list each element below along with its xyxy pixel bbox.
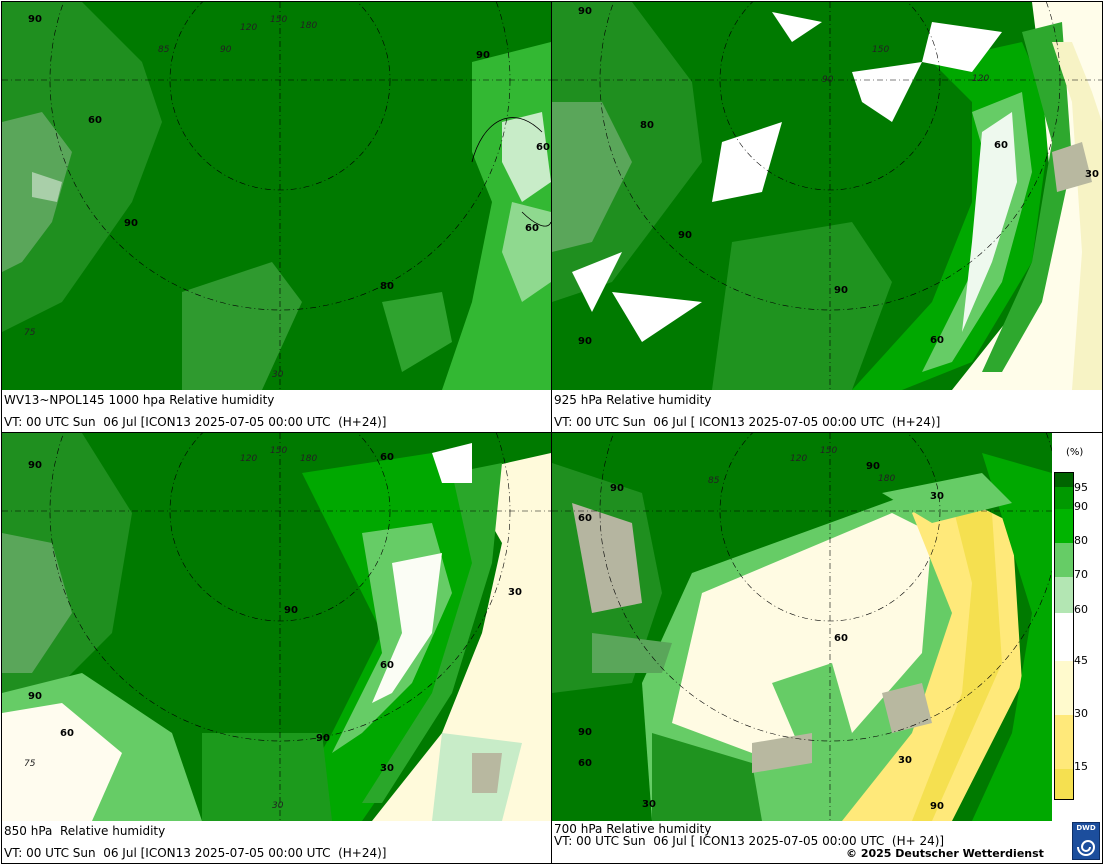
contour-label: 90 [866,461,880,472]
legend-swatch [1055,769,1073,799]
contour-label: 60 [930,335,944,346]
contour-label: 90 [284,605,298,616]
contour-label: 60 [536,142,550,153]
grid-label: 120 [240,23,257,33]
contour-label: 60 [994,140,1008,151]
grid-label: 120 [790,454,807,464]
legend-unit: (%) [1066,447,1084,458]
legend-tick: 70 [1074,568,1088,581]
grid-label: 120 [240,454,257,464]
contour-label: 90 [610,483,624,494]
legend-swatch [1055,543,1073,577]
grid-label: 90 [822,75,834,85]
panel-valid-time: VT: 00 UTC Sun 06 Jul [ ICON13 2025-07-0… [554,415,941,429]
map-850hpa [2,433,551,821]
panel-850hpa: 90 60 90 60 30 90 60 90 30 120 150 180 3… [1,432,552,864]
contour-label: 60 [578,513,592,524]
panel-valid-time: VT: 00 UTC Sun 06 Jul [ICON13 2025-07-05… [4,415,387,429]
contour-label: 90 [28,460,42,471]
spiral-icon [1077,840,1096,856]
legend-tick: 80 [1074,534,1088,547]
contour-label: 30 [380,763,394,774]
contour-label: 80 [380,281,394,292]
panel-valid-time: VT: 00 UTC Sun 06 Jul [ ICON13 2025-07-0… [554,834,945,848]
legend-swatch [1055,487,1073,509]
legend-swatch [1055,613,1073,661]
contour-label: 60 [525,223,539,234]
grid-label: 85 [158,45,170,55]
contour-labels-700hpa: 90 60 90 30 60 90 60 30 30 90 120 150 18… [578,446,944,812]
map-700hpa [552,433,1052,821]
grid-label: 150 [270,446,287,456]
contour-label: 60 [380,660,394,671]
contour-label: 90 [476,50,490,61]
legend-tick: 90 [1074,500,1088,513]
colorbar [1054,472,1074,800]
contour-label: 80 [640,120,654,131]
grid-label: 150 [270,15,287,25]
panel-title: WV13~NPOL145 1000 hpa Relative humidity [4,393,275,407]
panel-1000hpa: 90 90 60 90 60 60 80 120 150 180 90 85 3… [1,1,552,433]
contour-labels-1000hpa: 90 90 60 90 60 60 80 120 150 180 90 85 3… [24,14,550,380]
contour-label: 90 [678,230,692,241]
contour-label: 30 [642,799,656,810]
contour-label: 90 [578,336,592,347]
grid-label: 150 [820,446,837,456]
panel-700hpa: 90 60 90 30 60 90 60 30 30 90 120 150 18… [551,432,1103,864]
contour-labels-925hpa: 90 80 60 30 90 90 60 90 150 90 120 [578,6,1099,347]
legend-tick: 60 [1074,603,1088,616]
grid-label: 75 [24,328,36,338]
panel-title: 925 hPa Relative humidity [554,393,712,407]
logo-text: DWD [1076,824,1096,832]
contour-label: 90 [578,727,592,738]
contour-label: 90 [834,285,848,296]
contour-label: 90 [28,14,42,25]
legend-swatch [1055,661,1073,715]
legend-swatch [1055,473,1073,487]
grid-label: 30 [272,801,284,811]
contour-label: 60 [834,633,848,644]
contour-label: 30 [898,755,912,766]
grid-label: 180 [300,21,317,31]
legend-swatch [1055,577,1073,613]
contour-labels-850hpa: 90 60 90 60 30 90 60 90 30 120 150 180 3… [24,446,522,811]
panel-925hpa: 90 80 60 30 90 90 60 90 150 90 120 925 h… [551,1,1103,433]
panel-valid-time: VT: 00 UTC Sun 06 Jul [ICON13 2025-07-05… [4,846,387,860]
contour-label: 90 [316,733,330,744]
grid-label: 180 [878,474,895,484]
panel-title: 850 hPa Relative humidity [4,824,166,838]
grid-label: 150 [872,45,889,55]
contour-label: 30 [1085,169,1099,180]
grid-label: 75 [24,759,36,769]
map-1000hpa [2,2,551,390]
grid-label: 30 [272,370,284,380]
contour-label: 60 [88,115,102,126]
grid-label: 180 [300,454,317,464]
contour-label: 90 [930,801,944,812]
legend-tick: 95 [1074,481,1088,494]
legend-swatch [1055,715,1073,769]
dwd-logo: DWD [1072,822,1100,860]
contour-label: 90 [28,691,42,702]
contour-label: 60 [60,728,74,739]
contour-label: 90 [578,6,592,17]
legend-tick: 15 [1074,760,1088,773]
legend-tick: 30 [1074,707,1088,720]
legend-tick: 45 [1074,654,1088,667]
copyright: © 2025 Deutscher Wetterdienst [846,847,1044,860]
panel-title: 700 hPa Relative humidity [554,822,712,836]
grid-label: 85 [708,476,720,486]
contour-label: 30 [930,491,944,502]
contour-label: 30 [508,587,522,598]
contour-label: 60 [380,452,394,463]
legend-swatch [1055,509,1073,543]
contour-label: 90 [124,218,138,229]
grid-label: 120 [972,74,989,84]
map-925hpa [552,2,1102,390]
grid-label: 90 [220,45,232,55]
contour-label: 60 [578,758,592,769]
